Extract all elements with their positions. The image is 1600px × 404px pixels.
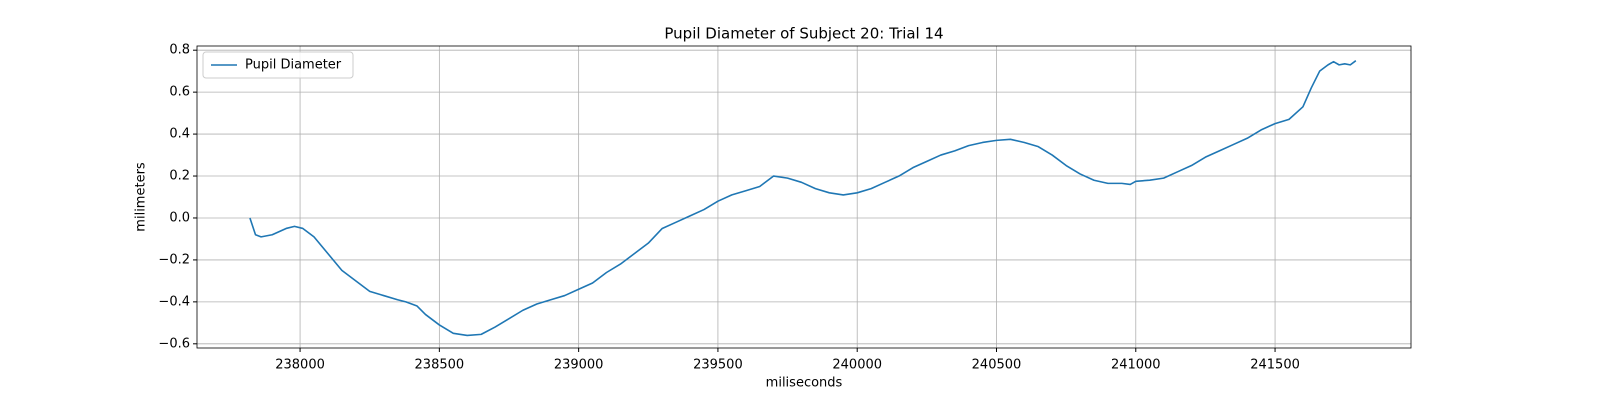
data-line: [249, 60, 1357, 337]
x-tick-label: 239500: [693, 358, 743, 373]
x-tick-label: 240000: [832, 358, 882, 373]
y-tick-label: 0.8: [169, 43, 190, 58]
legend-label: Pupil Diameter: [245, 58, 342, 73]
legend-box: [202, 51, 354, 79]
x-tick-label: 241000: [1111, 358, 1161, 373]
y-tick-label: −0.2: [158, 252, 190, 267]
y-tick-label: 0.2: [169, 169, 190, 184]
x-tick-label: 241500: [1250, 358, 1300, 373]
x-axis-label: miliseconds: [766, 376, 843, 391]
y-axis-label: milimeters: [134, 162, 149, 232]
y-tick-label: −0.6: [158, 336, 190, 351]
x-tick-label: 238000: [275, 358, 325, 373]
chart-title: Pupil Diameter of Subject 20: Trial 14: [664, 25, 943, 43]
y-tick-label: 0.6: [169, 85, 190, 100]
y-tick-label: 0.4: [169, 127, 190, 142]
y-tick-label: −0.4: [158, 294, 190, 309]
plot-frame: [196, 45, 1412, 349]
x-tick-label: 238500: [415, 358, 465, 373]
y-tick-label: 0.0: [169, 210, 190, 225]
x-tick-label: 239000: [554, 358, 604, 373]
x-tick-label: 240500: [972, 358, 1022, 373]
